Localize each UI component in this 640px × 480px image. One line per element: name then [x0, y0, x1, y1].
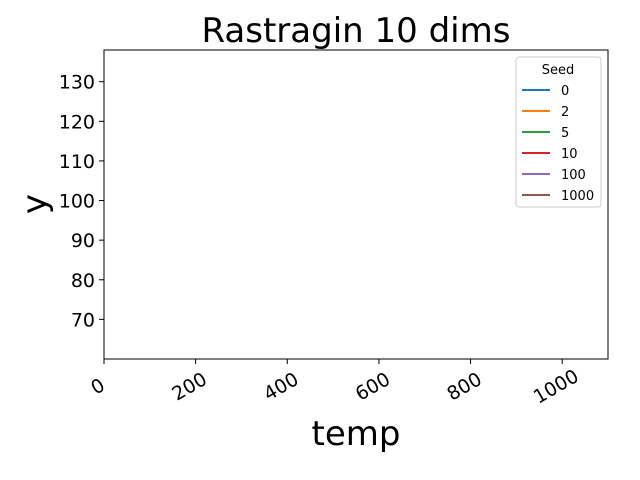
y-axis-label: y — [15, 194, 55, 214]
x-tick-label: 200 — [168, 368, 210, 405]
y-axis-ticks: 70 80 90 100 110 120 130 — [59, 72, 104, 331]
x-tick-label: 600 — [352, 368, 394, 405]
y-tick-label: 130 — [59, 72, 95, 94]
legend-entry-label: 5 — [561, 126, 569, 141]
x-tick-label: 0 — [87, 374, 108, 399]
x-axis-label: temp — [312, 414, 401, 454]
x-tick-label: 1000 — [530, 365, 583, 408]
legend-entry-label: 0 — [561, 84, 569, 99]
y-tick-label: 90 — [71, 230, 95, 252]
x-tick-label: 400 — [260, 368, 302, 405]
x-axis-ticks: 0 200 400 600 800 1000 — [87, 359, 583, 408]
y-tick-label: 70 — [71, 309, 95, 331]
y-tick-label: 110 — [59, 151, 95, 173]
legend-entry-label: 1000 — [561, 189, 594, 204]
legend-frame — [515, 56, 602, 208]
y-tick-label: 80 — [71, 270, 95, 292]
legend-entry-label: 10 — [561, 147, 578, 162]
legend-entry-label: 100 — [561, 168, 586, 183]
x-tick-label: 800 — [443, 368, 485, 405]
legend-title: Seed — [542, 63, 575, 78]
legend-entry-label: 2 — [561, 105, 569, 120]
legend: Seed 0 2 5 10 100 1000 — [515, 56, 602, 208]
legend-items: 0 2 5 10 100 1000 — [522, 84, 594, 204]
chart-title: Rastragin 10 dims — [202, 11, 511, 51]
y-tick-label: 120 — [59, 111, 95, 133]
y-tick-label: 100 — [59, 191, 95, 213]
plot-area-frame — [103, 49, 609, 360]
